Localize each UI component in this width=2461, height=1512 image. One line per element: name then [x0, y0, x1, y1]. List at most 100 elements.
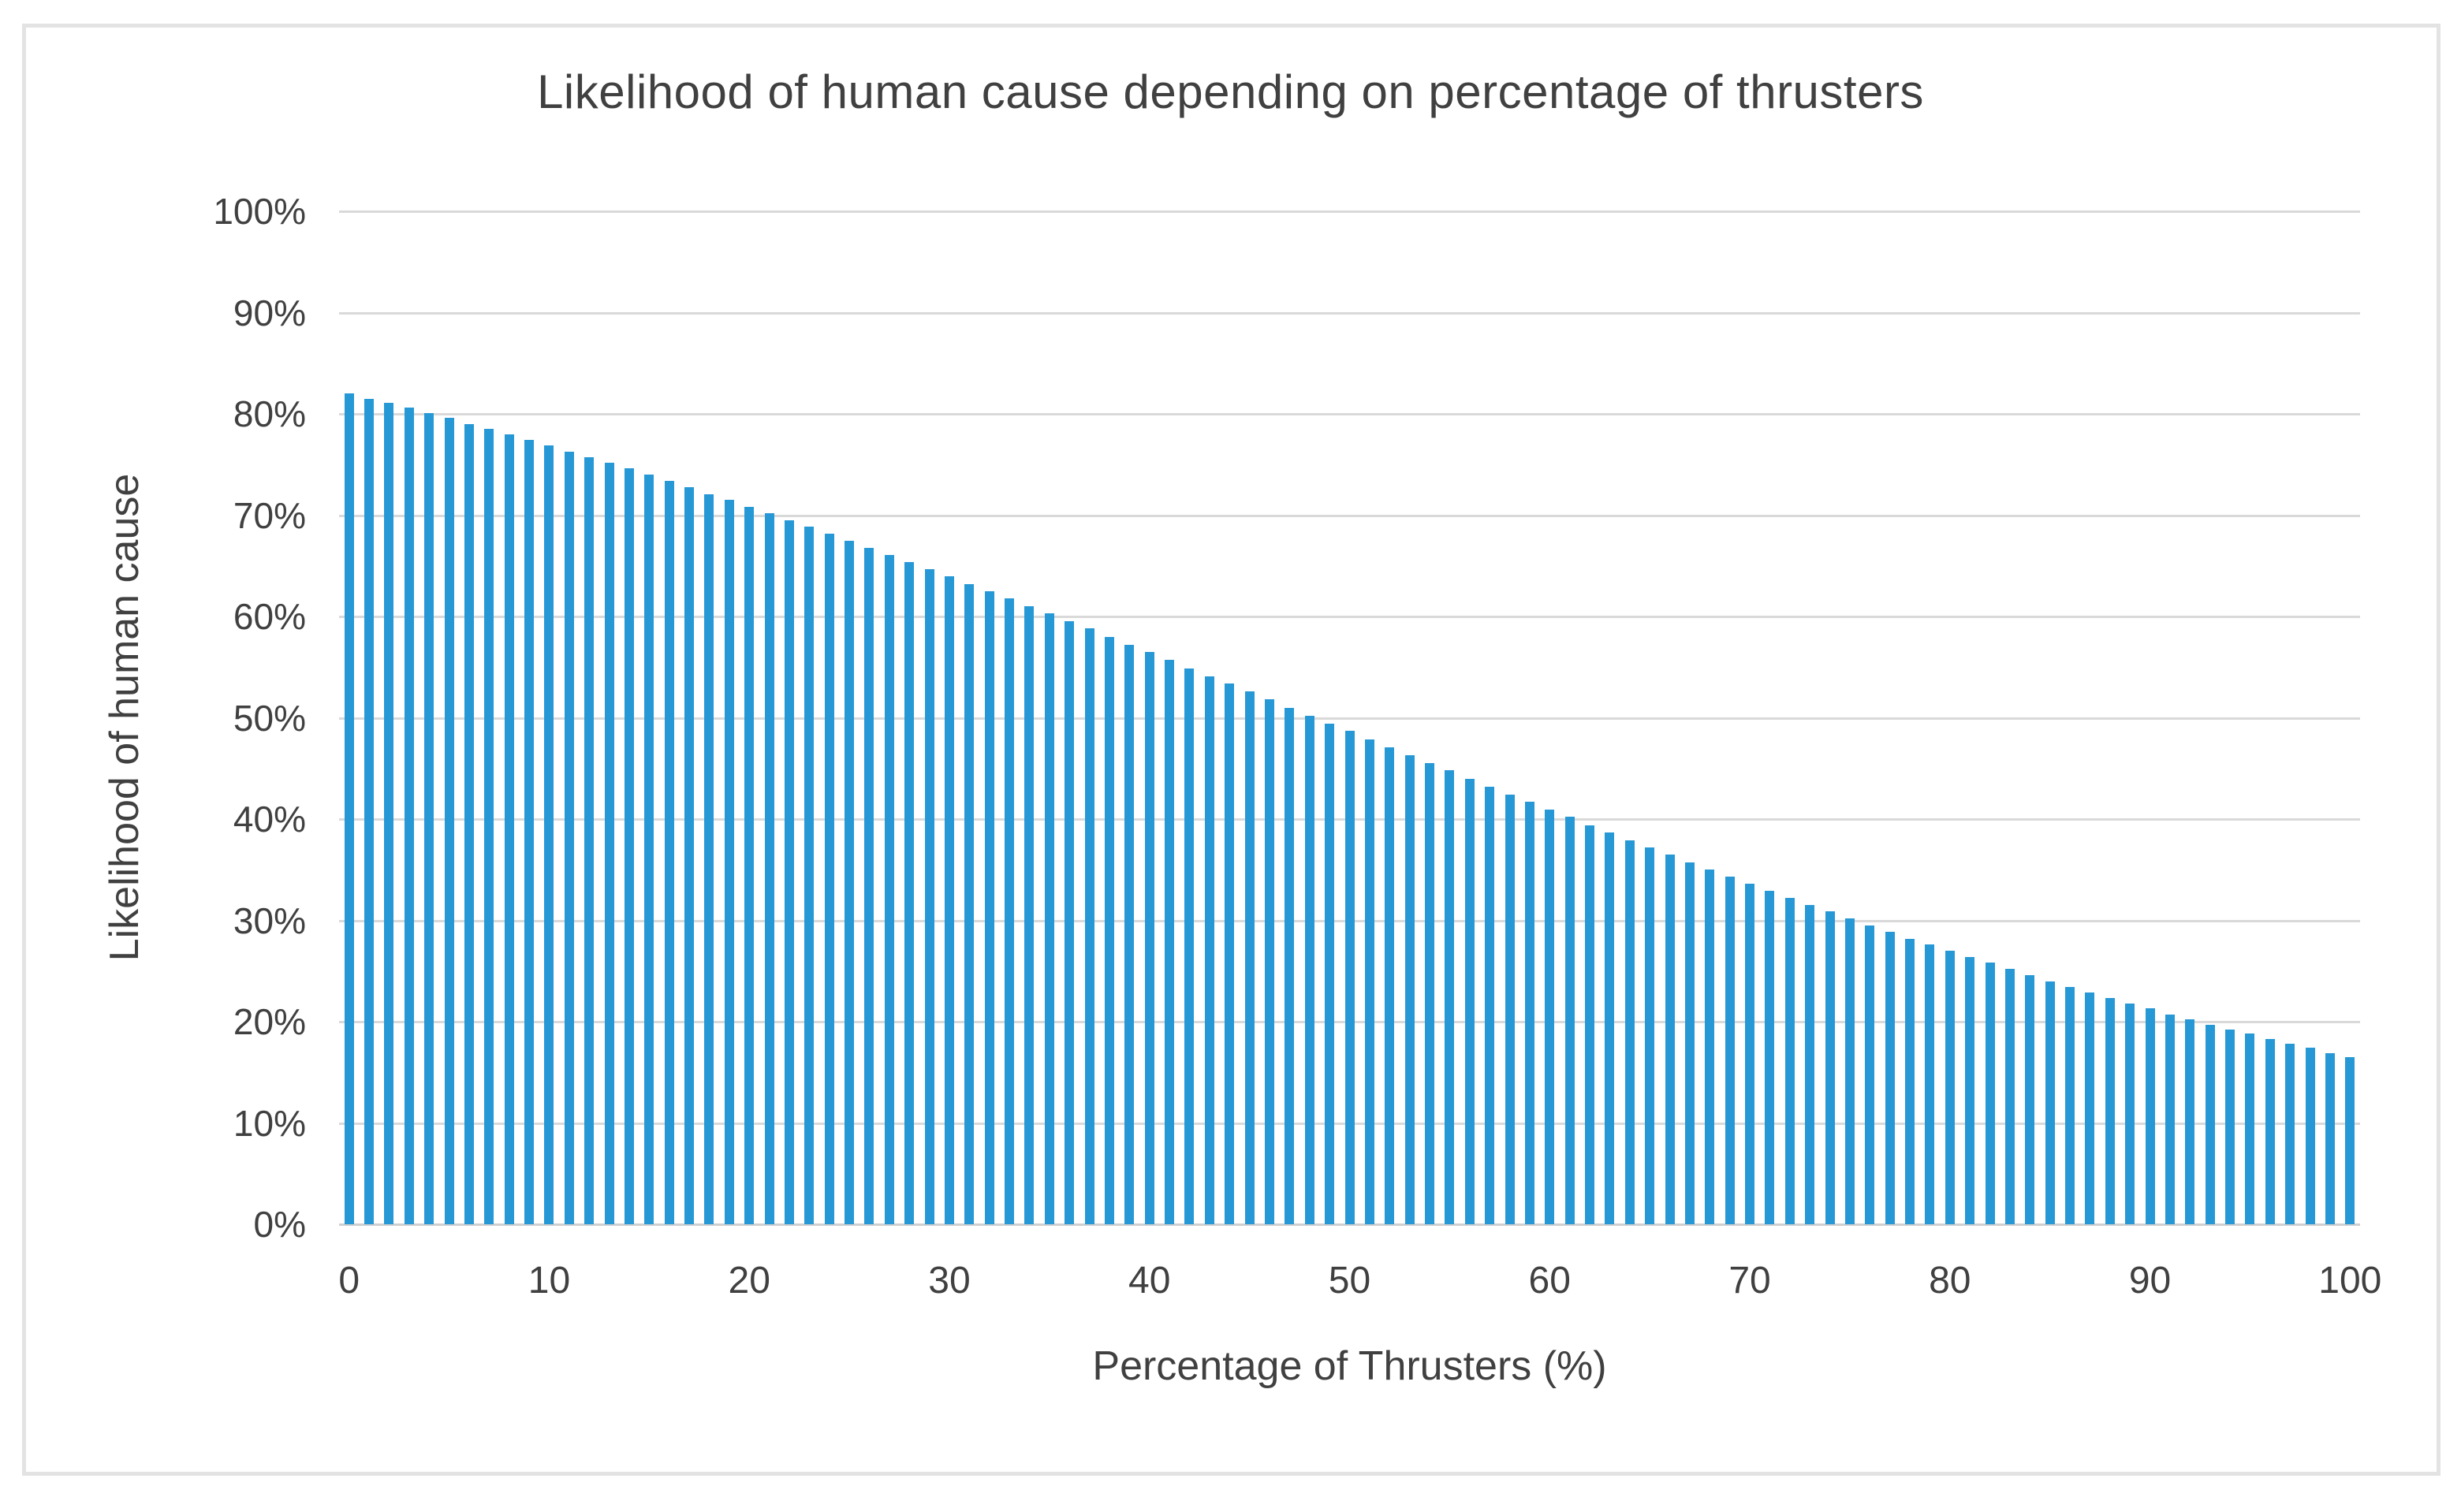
- gridline-50: [339, 717, 2360, 720]
- bar-x29: [924, 568, 934, 1224]
- bar-x30: [944, 575, 954, 1224]
- bar-x24: [824, 533, 834, 1224]
- bar-x68: [1705, 870, 1715, 1224]
- bar-x74: [1825, 911, 1835, 1224]
- bar-x93: [2205, 1024, 2215, 1224]
- bar-x27: [884, 554, 894, 1224]
- chart-title: Likelihood of human cause depending on p…: [537, 65, 1924, 118]
- x-tick-label-80: 80: [1929, 1260, 1971, 1302]
- bar-x41: [1165, 660, 1175, 1224]
- bar-x6: [464, 423, 474, 1224]
- bar-x25: [845, 540, 855, 1224]
- bar-x18: [704, 493, 714, 1224]
- bar-x98: [2305, 1048, 2315, 1224]
- gridline-60: [339, 616, 2360, 618]
- bar-x26: [864, 547, 874, 1224]
- bar-x90: [2145, 1008, 2155, 1224]
- bar-x43: [1204, 676, 1214, 1224]
- x-tick-label-10: 10: [528, 1260, 571, 1302]
- bar-x83: [2004, 969, 2015, 1224]
- bar-x71: [1765, 891, 1775, 1224]
- bar-x15: [644, 475, 654, 1224]
- bar-x56: [1464, 778, 1475, 1224]
- bar-x45: [1244, 691, 1255, 1224]
- bar-x63: [1605, 832, 1615, 1224]
- bar-x52: [1385, 747, 1395, 1224]
- bar-x9: [524, 440, 535, 1224]
- bar-x73: [1805, 905, 1815, 1224]
- bar-x91: [2165, 1015, 2175, 1224]
- gridline-80: [339, 413, 2360, 415]
- bar-x88: [2105, 998, 2115, 1224]
- plot-area: [339, 210, 2360, 1226]
- bar-x40: [1144, 651, 1154, 1224]
- bar-x94: [2225, 1030, 2235, 1224]
- x-tick-label-30: 30: [928, 1260, 971, 1302]
- bar-x49: [1325, 724, 1335, 1224]
- bar-x20: [744, 507, 755, 1224]
- bar-x44: [1225, 683, 1235, 1224]
- y-tick-label-10pct: 10%: [233, 1102, 306, 1144]
- bar-x32: [984, 590, 994, 1224]
- bar-x42: [1184, 668, 1195, 1224]
- bar-x85: [2045, 981, 2055, 1224]
- y-tick-label-60pct: 60%: [233, 596, 306, 637]
- bar-x75: [1844, 918, 1855, 1224]
- bar-x8: [504, 434, 514, 1224]
- x-tick-label-20: 20: [728, 1260, 770, 1302]
- bar-x69: [1725, 877, 1735, 1224]
- bar-x61: [1564, 817, 1575, 1224]
- bar-x4: [424, 412, 434, 1224]
- x-tick-label-90: 90: [2128, 1260, 2172, 1302]
- bar-x78: [1905, 938, 1915, 1224]
- bar-x96: [2265, 1038, 2275, 1224]
- bar-x16: [664, 480, 674, 1224]
- bar-x79: [1925, 944, 1935, 1224]
- bar-x82: [1985, 963, 1995, 1224]
- bar-x65: [1645, 847, 1655, 1224]
- bar-x1: [364, 398, 375, 1224]
- y-tick-label-30pct: 30%: [233, 899, 306, 941]
- bar-x5: [444, 418, 454, 1224]
- bar-x38: [1104, 636, 1114, 1224]
- bar-x36: [1065, 621, 1075, 1224]
- bar-x77: [1885, 931, 1895, 1224]
- gridline-70: [339, 514, 2360, 517]
- bar-x21: [764, 512, 774, 1224]
- y-tick-label-90pct: 90%: [233, 292, 306, 333]
- x-tick-label-100: 100: [2318, 1260, 2382, 1302]
- bar-x28: [904, 561, 915, 1224]
- y-tick-label-70pct: 70%: [233, 494, 306, 536]
- bar-x81: [1965, 956, 1975, 1224]
- y-tick-label-100pct: 100%: [213, 191, 306, 232]
- y-tick-label-80pct: 80%: [233, 393, 306, 434]
- bar-x57: [1485, 786, 1495, 1224]
- x-axis-title: Percentage of Thrusters (%): [1092, 1343, 1607, 1389]
- x-tick-label-50: 50: [1328, 1260, 1371, 1302]
- bar-x64: [1624, 840, 1635, 1224]
- gridline-100: [339, 210, 2360, 213]
- bar-x72: [1784, 898, 1795, 1224]
- bar-x22: [784, 520, 794, 1224]
- bar-x37: [1084, 628, 1094, 1224]
- bar-x7: [484, 429, 494, 1224]
- bar-x58: [1505, 795, 1515, 1224]
- y-tick-label-40pct: 40%: [233, 799, 306, 840]
- bar-x84: [2025, 974, 2035, 1224]
- bar-x17: [684, 486, 695, 1224]
- bar-x53: [1404, 755, 1415, 1224]
- bar-x100: [2345, 1056, 2355, 1224]
- bar-x39: [1124, 644, 1135, 1224]
- bar-x86: [2065, 987, 2075, 1224]
- bar-x59: [1524, 802, 1534, 1224]
- bar-x87: [2085, 992, 2095, 1224]
- bar-x10: [544, 445, 554, 1224]
- gridline-90: [339, 311, 2360, 315]
- x-axis-line: [339, 1223, 2360, 1226]
- x-tick-label-40: 40: [1128, 1260, 1171, 1302]
- bar-x0: [344, 393, 354, 1224]
- bar-x23: [804, 526, 815, 1224]
- bar-x46: [1264, 699, 1274, 1224]
- bar-x3: [404, 408, 414, 1224]
